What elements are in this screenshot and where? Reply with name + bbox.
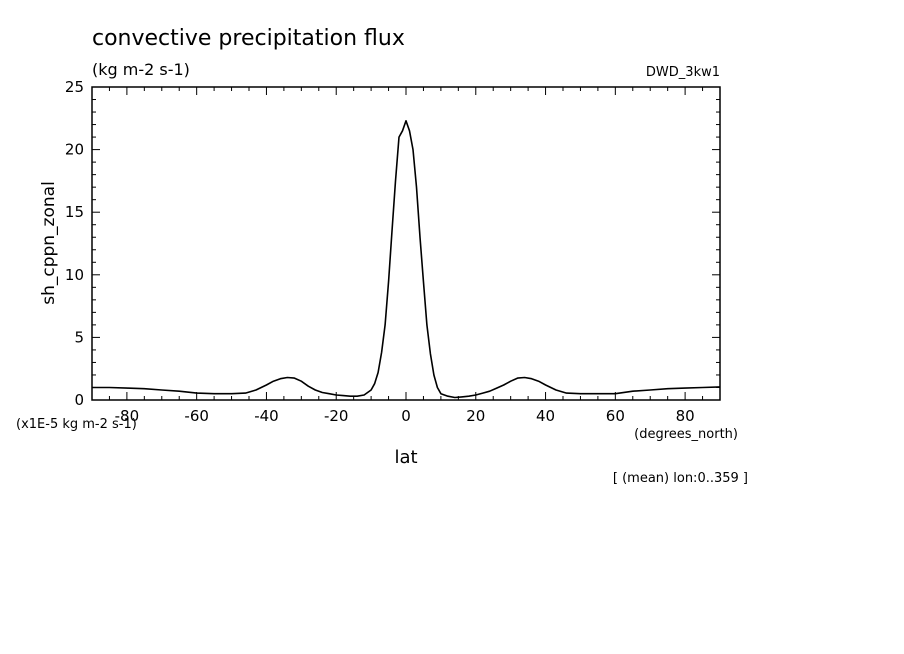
y-tick-label: 25 <box>65 78 84 96</box>
y-tick-labels: 0 5 10 15 20 25 <box>65 78 84 409</box>
footnote: [ (mean) lon:0..359 ] <box>613 471 748 486</box>
chart-title: convective precipitation flux <box>92 26 405 51</box>
y-axis-label: sh_cppn_zonal <box>39 181 59 305</box>
axis-ticks <box>91 86 721 401</box>
y-tick-label: 0 <box>74 391 84 409</box>
x-tick-label: -20 <box>324 407 349 425</box>
x-tick-label: -80 <box>115 407 140 425</box>
x-tick-label: -60 <box>184 407 209 425</box>
x-tick-label: 20 <box>466 407 485 425</box>
x-tick-label: 60 <box>606 407 625 425</box>
plot-frame <box>91 86 721 401</box>
y-scale-note: (x1E-5 kg m-2 s-1) <box>16 417 137 432</box>
x-tick-label: 80 <box>676 407 695 425</box>
x-tick-label: -40 <box>254 407 279 425</box>
y-tick-label: 5 <box>74 328 84 346</box>
chart-subtitle: (kg m-2 s-1) <box>92 60 190 79</box>
x-axis-units: (degrees_north) <box>634 427 738 442</box>
dataset-label: DWD_3kw1 <box>646 65 720 80</box>
x-tick-label: 40 <box>536 407 555 425</box>
x-tick-labels: -80 -60 -40 -20 0 20 40 60 80 <box>115 407 695 425</box>
x-tick-label: 0 <box>401 407 411 425</box>
y-tick-label: 20 <box>65 141 84 159</box>
y-tick-label: 15 <box>65 203 84 221</box>
series-line <box>92 120 721 399</box>
y-tick-label: 10 <box>65 266 84 284</box>
x-axis-label: lat <box>394 447 417 468</box>
